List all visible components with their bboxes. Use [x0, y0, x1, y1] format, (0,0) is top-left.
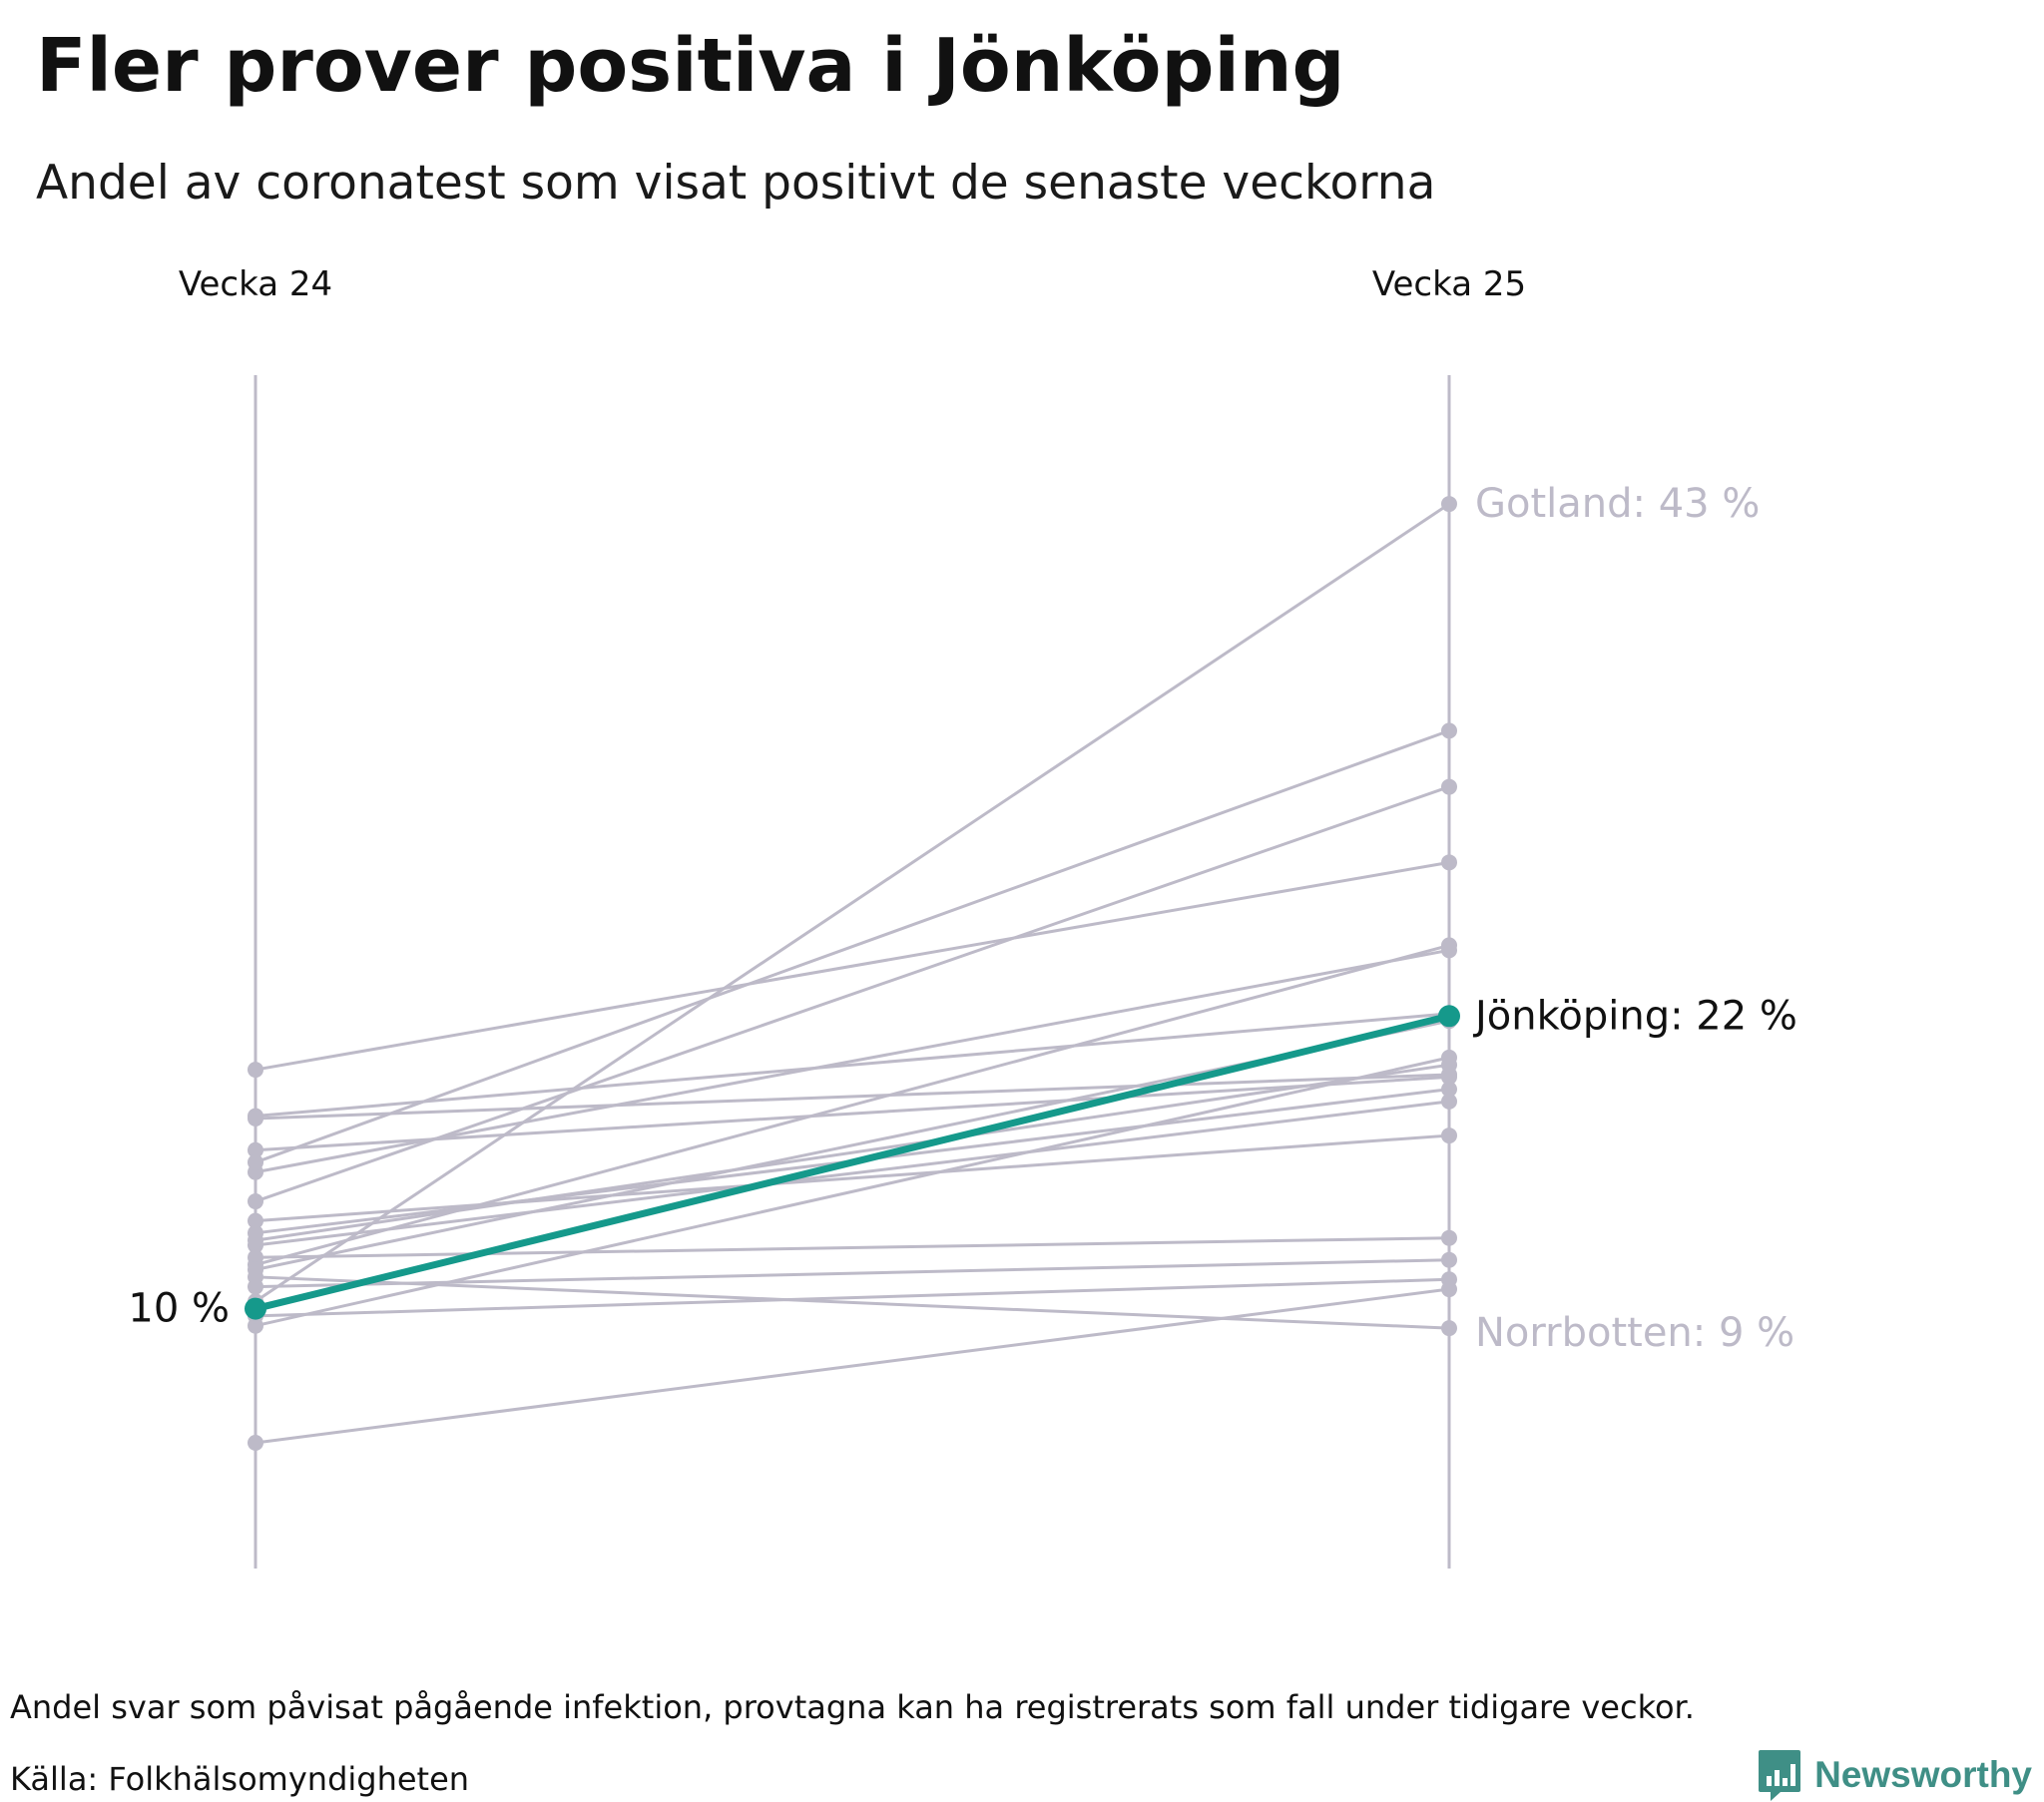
grey-series-group	[248, 496, 1457, 1451]
series-line-3	[248, 1049, 1457, 1334]
series-line-gotland	[248, 496, 1457, 1310]
end-point	[1441, 1093, 1457, 1110]
highlight-series-group	[245, 1005, 1460, 1320]
series-segment	[255, 1275, 1450, 1330]
series-line-4	[248, 1271, 1457, 1324]
brand-logo: Newsworthy	[1757, 1748, 2032, 1802]
highlight-start-label: 10 %	[128, 1286, 230, 1332]
column-label-week-25: Vecka 25	[1372, 264, 1526, 304]
brand-name: Newsworthy	[1814, 1754, 2032, 1795]
annotation-norrbotten: Norrbotten: 9 %	[1475, 1310, 1794, 1356]
end-point	[1441, 1320, 1457, 1337]
end-point	[1441, 496, 1457, 513]
series-segment	[255, 1063, 1450, 1242]
footnote: Andel svar som påvisat pågående infektio…	[10, 1688, 1695, 1726]
end-point	[1441, 722, 1457, 739]
series-segment	[255, 1258, 1450, 1289]
series-segment	[255, 1277, 1450, 1318]
end-point	[1441, 1057, 1457, 1074]
annotation-gotland: Gotland: 43 %	[1475, 481, 1760, 527]
series-segment	[255, 502, 1450, 1303]
source-note: Källa: Folkhälsomyndigheten	[10, 1760, 470, 1798]
series-line-2	[248, 1281, 1457, 1451]
series-line-11	[248, 1127, 1457, 1229]
end-point	[1441, 1081, 1457, 1098]
end-point	[1441, 1229, 1457, 1246]
start-point	[248, 1261, 263, 1278]
series-segment	[255, 1287, 1450, 1445]
end-point	[1441, 1127, 1457, 1144]
start-point	[248, 1435, 263, 1451]
series-segment	[255, 860, 1450, 1072]
highlight-start-point	[245, 1297, 266, 1320]
start-point	[248, 1110, 263, 1126]
series-line-15	[248, 937, 1457, 1273]
end-point	[1441, 854, 1457, 871]
series-line-10	[248, 1069, 1457, 1158]
series-line-norrbotten	[248, 1268, 1457, 1337]
series-line-6	[248, 778, 1457, 1210]
series-segment	[255, 728, 1450, 1164]
start-point	[248, 1212, 263, 1229]
start-point	[248, 1153, 263, 1170]
series-line-16	[248, 1013, 1457, 1278]
series-segment	[255, 1012, 1450, 1119]
series-segment	[255, 1100, 1450, 1247]
end-point	[1441, 937, 1457, 954]
end-point	[1441, 1069, 1457, 1086]
start-point	[248, 1141, 263, 1158]
start-point	[248, 1278, 263, 1295]
end-point	[1441, 1251, 1457, 1268]
chart-title: Fler prover positiva i Jönköping	[36, 23, 1345, 109]
series-line-18	[248, 1057, 1457, 1249]
series-segment	[255, 785, 1450, 1203]
series-line-7	[248, 854, 1457, 1079]
column-label-week-24: Vecka 24	[179, 264, 332, 304]
highlight-end-label: Jönköping: 22 %	[1472, 993, 1797, 1039]
start-point	[248, 1193, 263, 1210]
series-line-13	[248, 1093, 1457, 1254]
chart-subtitle: Andel av coronatest som visat positivt d…	[36, 156, 1436, 211]
end-point	[1441, 778, 1457, 795]
series-segment	[255, 1133, 1450, 1223]
series-line-17	[248, 1251, 1457, 1295]
series-segment	[255, 948, 1450, 1174]
slope-chart: Vecka 24 Vecka 25 Gotland: 43 % Norrbott…	[128, 264, 1797, 1569]
start-point	[248, 1232, 263, 1249]
series-segment	[255, 1075, 1450, 1152]
start-point	[248, 1062, 263, 1079]
series-line-14	[248, 1229, 1457, 1266]
newsworthy-logo-icon	[1759, 1750, 1801, 1801]
series-segment	[255, 1073, 1450, 1121]
end-point	[1441, 1271, 1457, 1288]
highlight-end-point	[1438, 1005, 1460, 1028]
highlight-segment	[252, 1012, 1453, 1313]
series-line-19	[248, 722, 1457, 1170]
series-segment	[255, 1236, 1450, 1259]
